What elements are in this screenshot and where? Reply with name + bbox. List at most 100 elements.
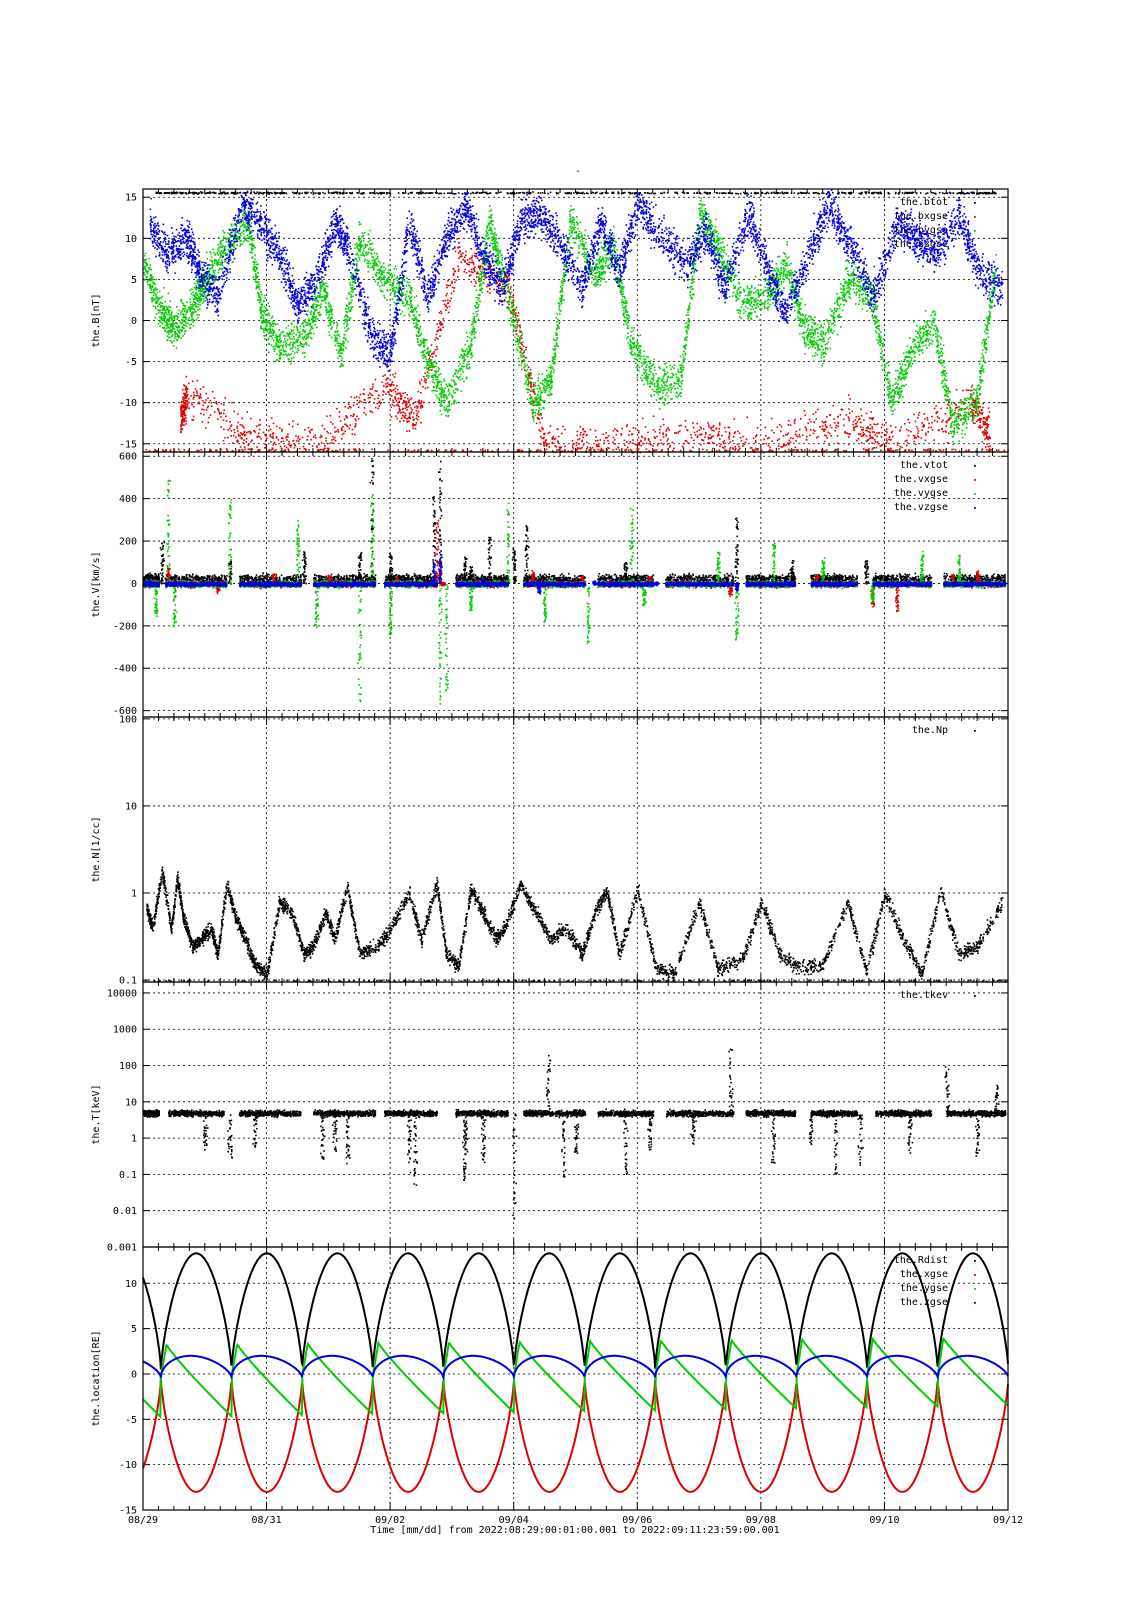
data-point [539,398,542,401]
data-point [716,192,719,194]
data-point [305,342,308,344]
data-point [221,268,224,270]
data-point [185,325,188,327]
data-point [769,449,771,452]
data-point [149,279,152,282]
data-point [885,430,887,432]
data-point [164,309,166,312]
data-point [146,272,149,275]
data-point [398,405,401,408]
data-point [207,421,210,424]
data-point [511,191,514,194]
data-point [228,247,231,249]
data-point [351,191,354,194]
data-point [390,416,393,418]
data-point [447,311,450,314]
data-point [506,301,508,303]
data-point [316,318,319,320]
data-point [253,191,255,193]
data-point [263,331,265,334]
data-point [243,426,245,429]
data-point [825,425,827,428]
data-point [1003,449,1005,452]
data-point [545,448,548,451]
data-point [182,398,184,400]
data-point [442,326,444,329]
data-point [838,191,840,194]
data-point [538,414,540,416]
data-point [305,324,307,327]
data-point [612,436,615,439]
data-point [258,286,261,288]
data-point [345,310,348,313]
data-point [777,448,780,450]
data-point [663,191,666,194]
data-point [161,309,164,312]
data-point [241,417,243,420]
data-point [264,318,267,321]
data-point [340,352,343,354]
data-point [199,393,202,395]
data-point [214,262,216,265]
data-point [179,450,181,453]
data-point [982,420,984,423]
data-point [985,437,988,440]
data-point [371,259,374,262]
data-point [316,446,318,448]
data-point [637,443,639,446]
data-point [979,412,982,414]
data-point [217,271,220,274]
data-point [873,438,876,441]
data-point [260,437,262,440]
data-point [612,429,615,432]
data-point [922,424,925,427]
data-point [360,240,363,242]
data-point [486,283,489,286]
data-point [787,419,790,422]
data-point [586,446,589,448]
data-point [756,427,759,429]
data-point [262,310,264,312]
data-point [787,432,790,434]
data-point [626,424,628,426]
data-point [308,449,310,451]
data-point [292,320,295,322]
data-point [965,389,968,391]
data-point [188,324,191,326]
data-point [438,192,440,195]
data-point [451,192,454,195]
data-point [310,429,312,431]
data-point [580,192,583,194]
data-point [146,264,148,266]
data-point [416,405,418,408]
data-point [171,326,174,329]
data-point [159,325,161,327]
data-point [636,448,639,451]
data-point [248,443,250,445]
data-point [287,436,289,438]
data-point [292,343,294,345]
data-point [397,449,400,451]
data-point [351,192,353,195]
data-point [317,192,319,194]
data-point [880,435,883,438]
data-point [370,393,372,396]
data-point [209,448,211,451]
data-point [837,425,840,428]
data-point [258,293,260,295]
data-point [165,311,168,314]
data-point [805,439,808,441]
data-point [272,346,275,348]
data-point [523,355,525,357]
data-point [244,448,246,451]
data-point [972,412,975,414]
data-point [325,306,328,309]
data-point [410,397,413,399]
data-point [696,436,699,439]
data-point [776,191,779,194]
data-point [282,437,284,440]
data-point [927,448,929,451]
data-point [823,428,825,430]
data-point [154,287,157,289]
data-point [340,349,343,352]
